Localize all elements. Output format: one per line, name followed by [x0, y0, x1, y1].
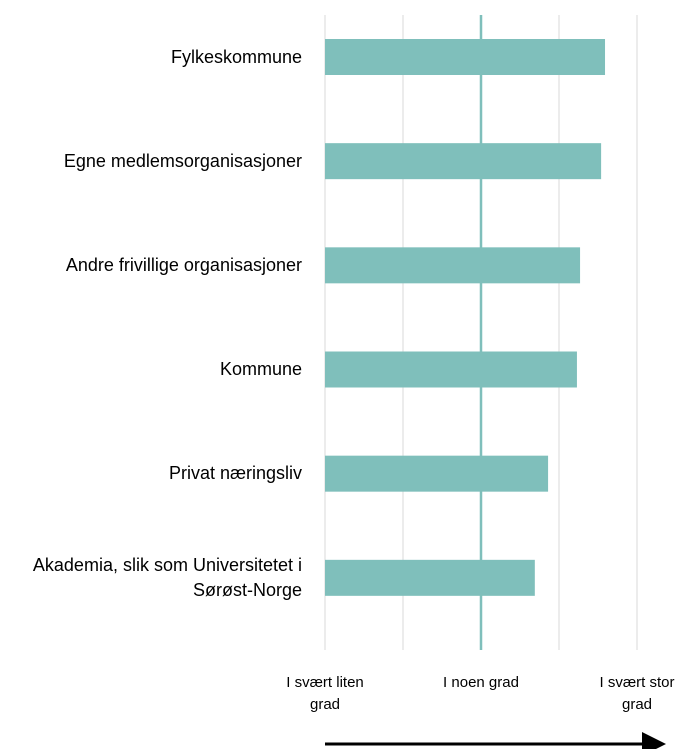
bar [325, 143, 602, 180]
category-label: Privat næringsliv [168, 463, 302, 484]
x-tick-label: I noen grad [443, 674, 519, 691]
x-tick-label: I svært stor grad [599, 674, 675, 713]
category-label: Kommune [219, 359, 302, 379]
bar [325, 351, 577, 388]
category-label: Fylkeskommune [170, 46, 302, 67]
x-tick-label: I svært liten grad [286, 674, 364, 713]
bar [325, 39, 606, 75]
category-label: Akademia, slik som Universitetet i Sørøs… [32, 554, 302, 600]
bar [325, 455, 549, 492]
category-label: Andre frivillige organisasjoner [65, 254, 302, 275]
bar [325, 247, 581, 284]
bar [325, 559, 535, 596]
category-label: Egne medlemsorganisasjoner [63, 150, 302, 171]
